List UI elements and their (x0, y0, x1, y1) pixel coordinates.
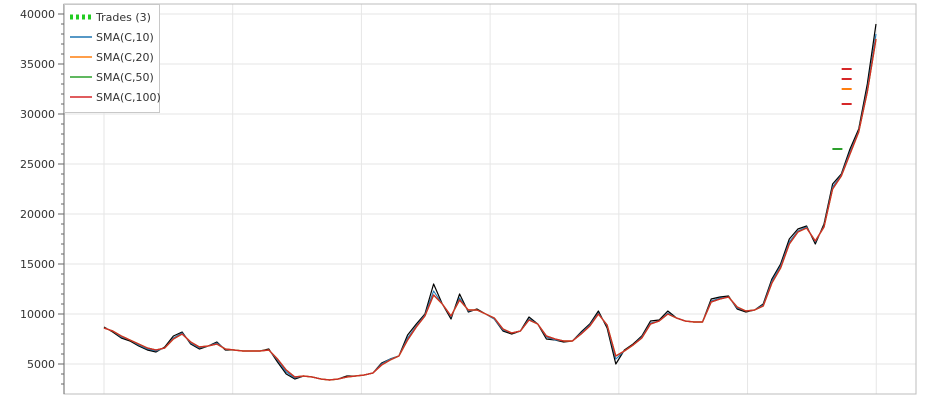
legend: Trades (3) SMA(C,10) SMA(C,20) SMA(C,50)… (64, 4, 161, 113)
y-tick-label: 30000 (20, 108, 55, 121)
legend-item-sma-10: SMA(C,10) (70, 31, 154, 44)
y-tick-label: 5000 (27, 358, 55, 371)
y-axis: 5000 10000 15000 20000 25000 30000 35000 40000 (20, 4, 65, 394)
legend-item-sma-100: SMA(C,100) (70, 91, 161, 104)
y-tick-label: 40000 (20, 8, 55, 21)
series-group (103, 23, 877, 381)
y-tick-label: 25000 (20, 158, 55, 171)
trade-markers (832, 68, 852, 150)
legend-label-sma-20: SMA(C,20) (96, 51, 154, 64)
legend-item-sma-20: SMA(C,20) (70, 51, 154, 64)
legend-label-sma-10: SMA(C,10) (96, 31, 154, 44)
series-line-sma-c-100- (103, 38, 877, 381)
y-tick-label: 35000 (20, 58, 55, 71)
legend-item-trades: Trades (3) (70, 11, 151, 24)
y-tick-label: 20000 (20, 208, 55, 221)
legend-label-sma-100: SMA(C,100) (96, 91, 161, 104)
legend-box (64, 4, 160, 113)
grid (64, 4, 916, 394)
y-tick-label: 15000 (20, 258, 55, 271)
legend-item-sma-50: SMA(C,50) (70, 71, 154, 84)
y-tick-label: 10000 (20, 308, 55, 321)
legend-label-trades: Trades (3) (95, 11, 151, 24)
legend-label-sma-50: SMA(C,50) (96, 71, 154, 84)
